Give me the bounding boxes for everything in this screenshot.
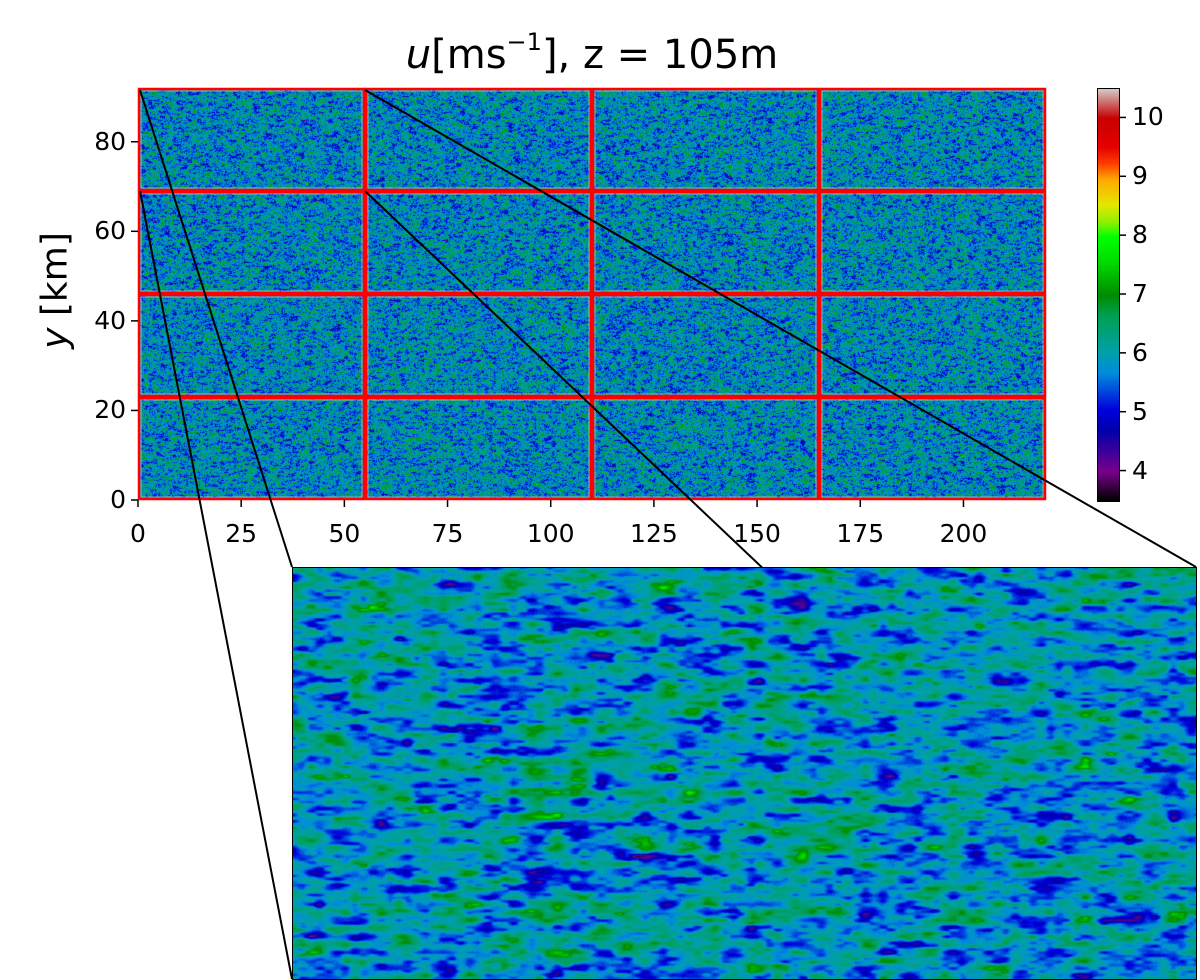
tile-inner-border xyxy=(140,90,363,189)
tile-border xyxy=(818,293,1047,398)
tile-border xyxy=(591,396,820,501)
tile-inner-border xyxy=(367,193,590,292)
colorbar-tick-label: 8 xyxy=(1132,220,1148,250)
y-tick-label: 0 xyxy=(110,485,126,514)
tile-inner-border xyxy=(821,296,1044,395)
tile-border xyxy=(137,293,366,398)
connector-line xyxy=(139,89,293,568)
tile-inner-border xyxy=(594,193,817,292)
x-tick-label: 50 xyxy=(328,519,361,548)
tile-border xyxy=(364,293,593,398)
tile-inner-border xyxy=(140,296,363,395)
y-tick-label: 20 xyxy=(94,395,126,425)
tile-inner-border xyxy=(821,399,1044,498)
tile-inner-border xyxy=(367,90,590,189)
connector-line xyxy=(139,190,293,980)
tile-border xyxy=(818,190,1047,295)
tile-inner-border xyxy=(594,90,817,189)
tile-border xyxy=(818,396,1047,501)
colorbar-tick-label: 4 xyxy=(1132,455,1148,485)
x-tick-label: 175 xyxy=(836,519,885,548)
y-tick-label: 60 xyxy=(94,216,126,246)
y-tick-label: 80 xyxy=(94,126,126,156)
tile-inner-border xyxy=(367,399,590,498)
tile-inner-border xyxy=(367,296,590,395)
x-tick-label: 150 xyxy=(733,519,781,548)
colorbar xyxy=(1097,88,1120,502)
tile-inner-border xyxy=(140,399,363,498)
x-tick-label: 25 xyxy=(225,519,258,548)
tile-border xyxy=(364,87,593,192)
tile-border xyxy=(591,87,820,192)
connector-line xyxy=(364,89,1197,568)
colorbar-tick-label: 10 xyxy=(1132,102,1164,132)
colorbar-tick-label: 6 xyxy=(1132,337,1148,367)
tile-border xyxy=(591,190,820,295)
chart-title: u[ms−1], z = 105m xyxy=(405,28,779,78)
tile-inner-border xyxy=(140,193,363,292)
tile-inner-border xyxy=(594,296,817,395)
y-tick-label: 40 xyxy=(94,305,126,335)
colorbar-tick-label: 5 xyxy=(1132,396,1148,426)
x-tick-label: 125 xyxy=(630,519,678,548)
tile-border xyxy=(137,396,366,501)
tile-border xyxy=(137,87,366,192)
tile-inner-border xyxy=(821,193,1044,292)
colorbar-tick-label: 9 xyxy=(1132,161,1148,191)
colorbar-tick-label: 7 xyxy=(1132,279,1148,308)
x-tick-label: 200 xyxy=(939,519,988,548)
tile-border xyxy=(591,293,820,398)
x-tick-label: 0 xyxy=(130,519,146,548)
tile-border xyxy=(818,87,1047,192)
heatmap-inset xyxy=(292,567,1197,980)
tile-inner-border xyxy=(821,90,1044,189)
tile-border xyxy=(137,190,366,295)
x-tick-label: 100 xyxy=(526,519,575,548)
x-tick-label: 75 xyxy=(431,519,464,548)
tile-border xyxy=(364,396,593,501)
tile-inner-border xyxy=(594,399,817,498)
tile-border xyxy=(364,190,593,295)
